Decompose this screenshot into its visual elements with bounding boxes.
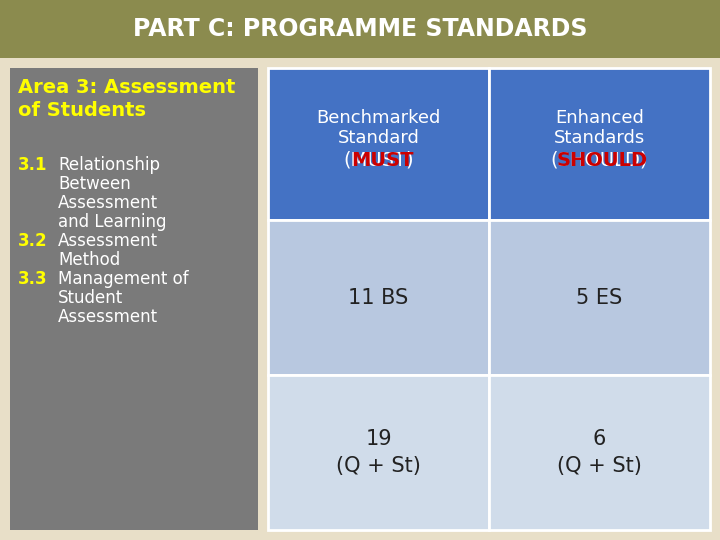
Bar [0, 0, 720, 58]
Text: 19
(Q + St): 19 (Q + St) [336, 429, 421, 476]
Text: Management of: Management of [58, 270, 189, 288]
Text: Method: Method [58, 251, 120, 269]
Text: (MUST): (MUST) [343, 151, 414, 170]
Text: 3.3: 3.3 [18, 270, 48, 288]
Bar [268, 375, 489, 530]
Text: PART C: PROGRAMME STANDARDS: PART C: PROGRAMME STANDARDS [132, 17, 588, 41]
Text: Benchmarked: Benchmarked [316, 109, 441, 127]
Bar [489, 68, 710, 220]
Bar [489, 375, 710, 530]
Text: 3.2: 3.2 [18, 232, 48, 250]
Bar [268, 68, 489, 220]
Text: 5 ES: 5 ES [577, 287, 623, 307]
Text: Between: Between [58, 175, 131, 193]
Text: 11 BS: 11 BS [348, 287, 409, 307]
Bar [10, 68, 258, 530]
Text: Area 3: Assessment
of Students: Area 3: Assessment of Students [18, 78, 235, 120]
Text: and Learning: and Learning [58, 213, 166, 231]
Text: Enhanced: Enhanced [555, 109, 644, 127]
Text: Assessment: Assessment [58, 194, 158, 212]
Text: Standard: Standard [338, 129, 420, 147]
Text: (SHOULD): (SHOULD) [551, 151, 648, 170]
Text: SHOULD: SHOULD [557, 151, 648, 170]
Bar [489, 220, 710, 375]
Text: Student: Student [58, 289, 123, 307]
Text: 6
(Q + St): 6 (Q + St) [557, 429, 642, 476]
Text: MUST: MUST [351, 151, 414, 170]
Text: 3.1: 3.1 [18, 156, 48, 174]
Text: Assessment: Assessment [58, 232, 158, 250]
Text: Standards: Standards [554, 129, 645, 147]
Text: Assessment: Assessment [58, 308, 158, 326]
Bar [268, 220, 489, 375]
Text: Relationship: Relationship [58, 156, 160, 174]
